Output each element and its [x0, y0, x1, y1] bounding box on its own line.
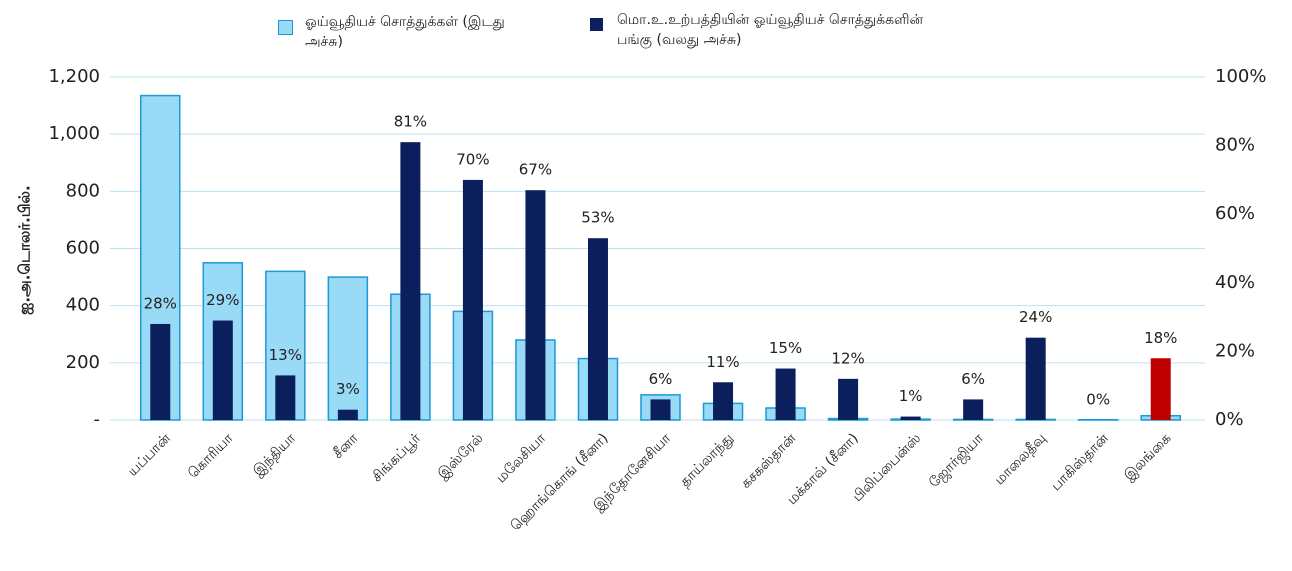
data-label: 18%: [1144, 329, 1177, 347]
bar: [150, 323, 171, 420]
y-tick-label: 400: [66, 295, 100, 316]
bar: [775, 368, 796, 420]
data-label: 70%: [456, 150, 489, 168]
x-tick-label: இலங்கை: [1121, 430, 1175, 484]
bar: [327, 276, 369, 421]
data-label: 28%: [144, 294, 177, 312]
legend-label: மொ.உ.உற்பத்தியின் ஓய்வூதியச் சொத்துக்களி…: [617, 12, 924, 48]
bar: [212, 320, 233, 420]
bar: [337, 409, 358, 420]
data-label: 6%: [961, 370, 985, 388]
y-tick-label: 1,200: [48, 66, 100, 87]
x-tick-label: யப்பான்: [125, 430, 175, 480]
y2-tick-label: 100%: [1215, 66, 1266, 87]
y-tick-label: 200: [66, 352, 100, 373]
bar: [1150, 358, 1171, 420]
data-label: 15%: [769, 339, 802, 357]
bar: [713, 382, 734, 420]
data-label: 11%: [706, 353, 739, 371]
x-tick-label: இஸ்ரேல்: [435, 430, 487, 482]
y-tick-label: 600: [66, 238, 100, 259]
data-label: 67%: [519, 161, 552, 179]
data-label: 1%: [899, 387, 923, 405]
legend-label: ஓய்வூதியச் சொத்துக்கள் (இடது அச்சு): [305, 14, 505, 50]
x-tick-label: மலேசியா: [493, 430, 549, 486]
y2-tick-label: 40%: [1215, 272, 1255, 293]
data-label: 81%: [394, 113, 427, 131]
bar: [275, 375, 296, 420]
bar: [900, 416, 921, 420]
bar: [525, 190, 546, 420]
data-label: 6%: [649, 370, 673, 388]
bar: [462, 179, 483, 420]
legend-swatch: [278, 20, 293, 35]
y-axis-label: ஐ.அ.டொலர்.பில்.: [16, 185, 34, 314]
data-label: 29%: [206, 291, 239, 309]
y2-tick-label: 60%: [1215, 203, 1255, 224]
x-tick-label: கொரியா: [185, 430, 237, 482]
y2-tick-label: 0%: [1215, 409, 1244, 430]
x-tick-label: இந்தியா: [250, 430, 300, 480]
y2-tick-label: 80%: [1215, 135, 1255, 156]
x-tick-label: தாய்லாந்து: [677, 430, 737, 490]
data-label: 53%: [581, 209, 614, 227]
x-tick-label: சீனா: [330, 430, 362, 462]
y2-tick-label: 20%: [1215, 340, 1255, 361]
bar: [963, 399, 984, 420]
legend-swatch: [590, 18, 603, 31]
bar: [838, 378, 859, 420]
bar: [650, 399, 671, 420]
x-tick-label: பாகிஸ்தான்: [1048, 430, 1112, 494]
data-label: 3%: [336, 380, 360, 398]
y-tick-label: 800: [66, 180, 100, 201]
data-label: 24%: [1019, 308, 1052, 326]
bar: [587, 238, 608, 420]
x-tick-label: ஜோர்ஜியா: [926, 430, 988, 492]
y-tick-label: 1,000: [48, 123, 100, 144]
data-label: 13%: [269, 346, 302, 364]
y-tick-label: -: [94, 409, 101, 430]
x-tick-label: மாலைதீவு: [991, 430, 1049, 488]
bar: [400, 142, 421, 421]
x-tick-label: சிங்கப்பூர்: [369, 430, 424, 485]
bar: [1025, 337, 1046, 420]
data-label: 12%: [831, 349, 864, 367]
x-tick-label: கசகஸ்தான்: [738, 430, 800, 492]
data-label: 0%: [1086, 391, 1110, 409]
